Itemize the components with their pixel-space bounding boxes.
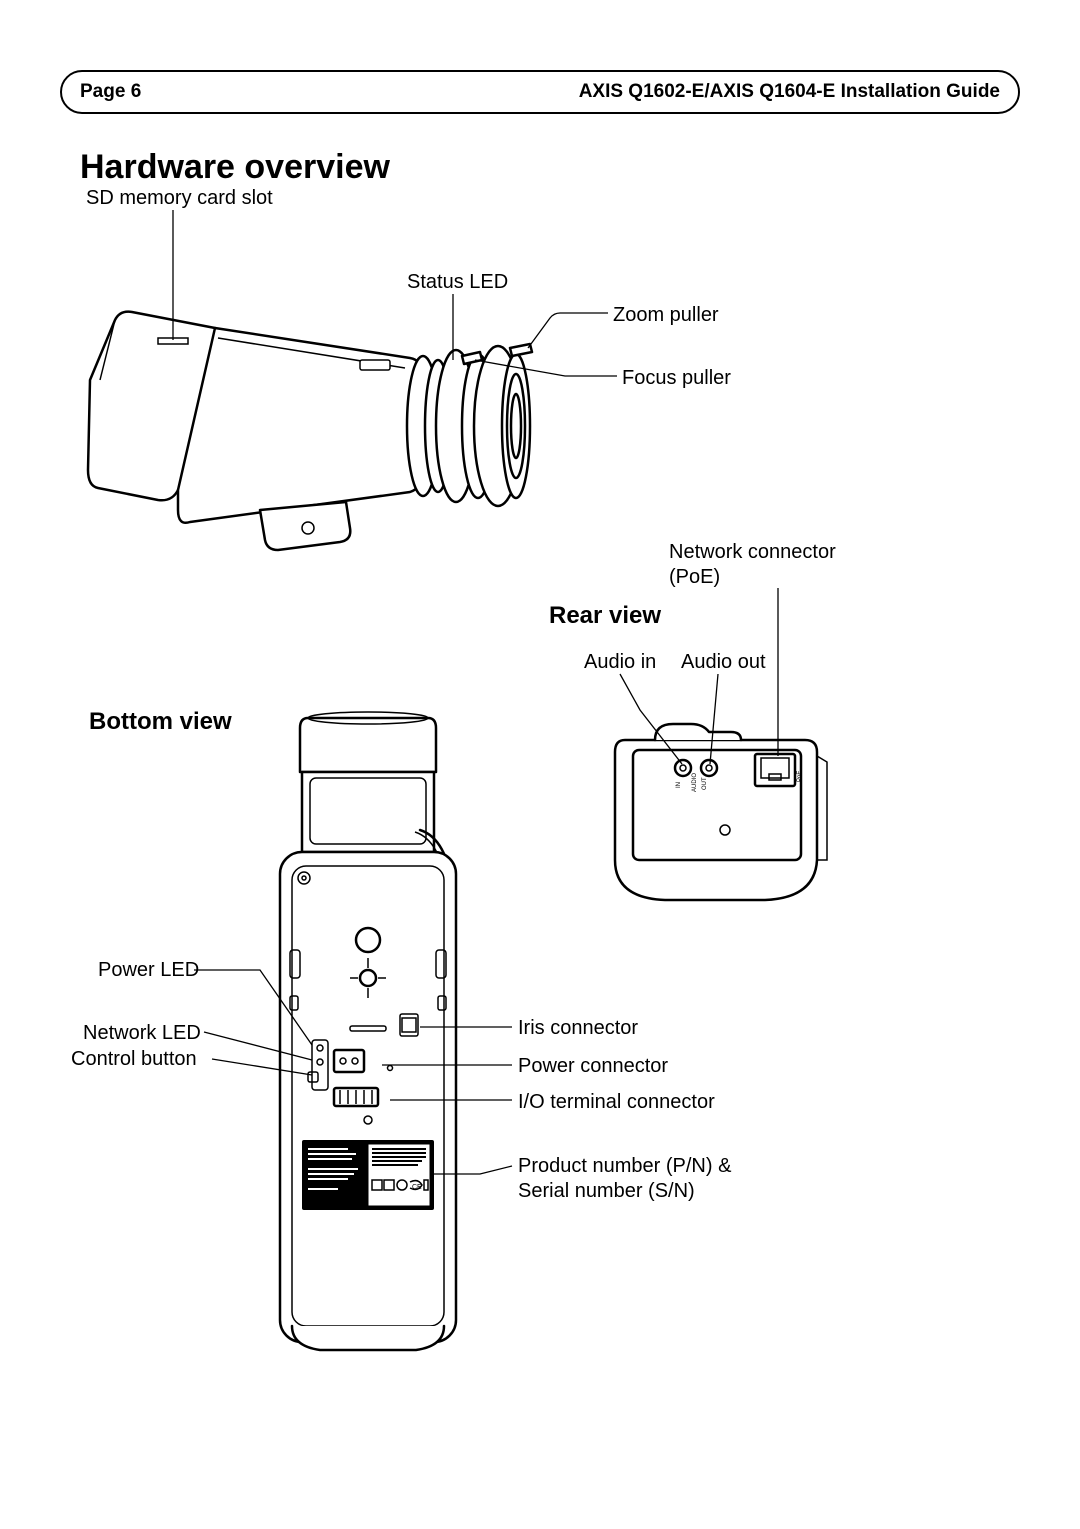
label-network-connector: Network connector (PoE) [669,540,889,590]
label-audio-out: Audio out [681,650,766,675]
label-product-serial: Product number (P/N) & Serial number (S/… [518,1154,778,1204]
page-header: Page 6 AXIS Q1602-E/AXIS Q1604-E Install… [60,70,1020,114]
subheading-bottom-view: Bottom view [89,708,232,736]
label-sd-slot: SD memory card slot [86,186,273,211]
svg-text:IN: IN [676,782,682,788]
label-zoom-puller: Zoom puller [613,303,719,328]
label-focus-puller: Focus puller [622,366,731,391]
svg-text:AUDIO: AUDIO [692,773,698,792]
svg-text:OUT: OUT [702,777,708,790]
label-audio-in: Audio in [584,650,656,675]
label-power-led: Power LED [98,958,199,983]
doc-title: AXIS Q1602-E/AXIS Q1604-E Installation G… [579,81,1000,103]
svg-text:CE: CE [412,1184,422,1191]
diagram-svg: .ln{stroke:#000;stroke-width:2.5;fill:no… [60,170,1020,1490]
diagram-canvas: SD memory card slot Status LED Zoom pull… [60,170,1020,1490]
label-iris-connector: Iris connector [518,1016,638,1041]
label-network-led: Network LED [83,1021,201,1046]
label-power-connector: Power connector [518,1054,668,1079]
label-control-button: Control button [71,1047,197,1072]
svg-text:PoE: PoE [797,771,803,782]
page-number: Page 6 [80,81,141,103]
figure-bottom-view: CE [280,712,456,1350]
label-io-connector: I/O terminal connector [518,1090,715,1115]
label-status-led: Status LED [407,270,508,295]
figure-rear-view: IN AUDIO OUT PoE [615,724,827,900]
subheading-rear-view: Rear view [549,602,661,630]
figure-top-camera [88,312,532,550]
